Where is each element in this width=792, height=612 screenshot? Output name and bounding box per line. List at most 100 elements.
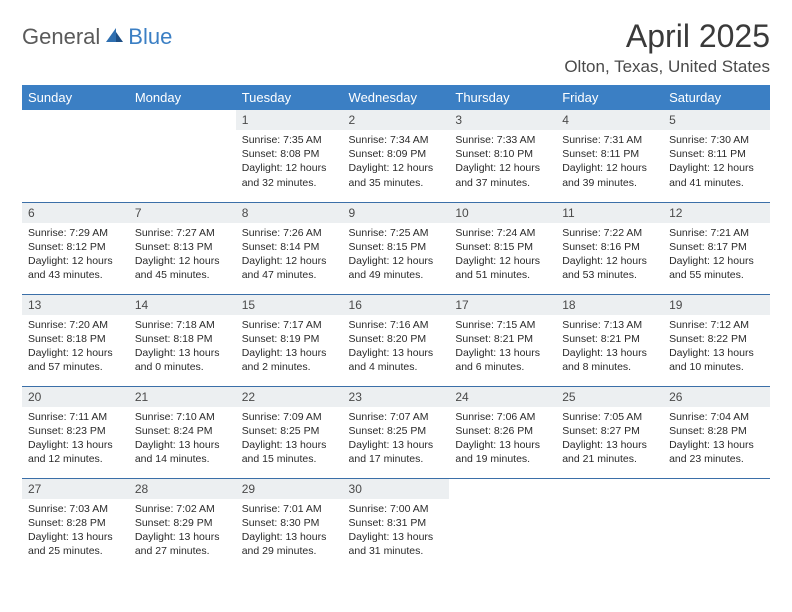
weekday-header-row: SundayMondayTuesdayWednesdayThursdayFrid… [22, 85, 770, 110]
calendar-cell: 26Sunrise: 7:04 AMSunset: 8:28 PMDayligh… [663, 386, 770, 478]
weekday-header: Saturday [663, 85, 770, 110]
weekday-header: Monday [129, 85, 236, 110]
weekday-header: Wednesday [343, 85, 450, 110]
calendar-cell: 9Sunrise: 7:25 AMSunset: 8:15 PMDaylight… [343, 202, 450, 294]
calendar-cell: 17Sunrise: 7:15 AMSunset: 8:21 PMDayligh… [449, 294, 556, 386]
day-content: Sunrise: 7:29 AMSunset: 8:12 PMDaylight:… [22, 223, 129, 287]
day-number: 11 [556, 203, 663, 223]
day-content: Sunrise: 7:34 AMSunset: 8:09 PMDaylight:… [343, 130, 450, 194]
day-number: 1 [236, 110, 343, 130]
day-content: Sunrise: 7:33 AMSunset: 8:10 PMDaylight:… [449, 130, 556, 194]
weekday-header: Friday [556, 85, 663, 110]
day-number: 26 [663, 387, 770, 407]
logo-text-a: General [22, 24, 100, 50]
day-number: 4 [556, 110, 663, 130]
day-number: 17 [449, 295, 556, 315]
day-content: Sunrise: 7:24 AMSunset: 8:15 PMDaylight:… [449, 223, 556, 287]
logo-text-b: Blue [128, 24, 172, 50]
calendar-row: 13Sunrise: 7:20 AMSunset: 8:18 PMDayligh… [22, 294, 770, 386]
day-number: 6 [22, 203, 129, 223]
day-content: Sunrise: 7:27 AMSunset: 8:13 PMDaylight:… [129, 223, 236, 287]
calendar-cell [22, 110, 129, 202]
day-number: 28 [129, 479, 236, 499]
calendar-cell: 10Sunrise: 7:24 AMSunset: 8:15 PMDayligh… [449, 202, 556, 294]
day-content: Sunrise: 7:06 AMSunset: 8:26 PMDaylight:… [449, 407, 556, 471]
calendar-cell: 4Sunrise: 7:31 AMSunset: 8:11 PMDaylight… [556, 110, 663, 202]
day-number: 18 [556, 295, 663, 315]
day-number: 16 [343, 295, 450, 315]
calendar-cell: 23Sunrise: 7:07 AMSunset: 8:25 PMDayligh… [343, 386, 450, 478]
calendar-cell [663, 478, 770, 570]
calendar-cell: 11Sunrise: 7:22 AMSunset: 8:16 PMDayligh… [556, 202, 663, 294]
header: General Blue April 2025 Olton, Texas, Un… [22, 18, 770, 77]
day-number: 13 [22, 295, 129, 315]
calendar-body: 1Sunrise: 7:35 AMSunset: 8:08 PMDaylight… [22, 110, 770, 570]
day-number: 21 [129, 387, 236, 407]
calendar-table: SundayMondayTuesdayWednesdayThursdayFrid… [22, 85, 770, 570]
calendar-cell: 6Sunrise: 7:29 AMSunset: 8:12 PMDaylight… [22, 202, 129, 294]
calendar-cell: 14Sunrise: 7:18 AMSunset: 8:18 PMDayligh… [129, 294, 236, 386]
calendar-cell: 15Sunrise: 7:17 AMSunset: 8:19 PMDayligh… [236, 294, 343, 386]
day-content: Sunrise: 7:26 AMSunset: 8:14 PMDaylight:… [236, 223, 343, 287]
calendar-cell: 29Sunrise: 7:01 AMSunset: 8:30 PMDayligh… [236, 478, 343, 570]
day-number: 23 [343, 387, 450, 407]
calendar-cell: 3Sunrise: 7:33 AMSunset: 8:10 PMDaylight… [449, 110, 556, 202]
logo: General Blue [22, 18, 172, 50]
calendar-cell: 18Sunrise: 7:13 AMSunset: 8:21 PMDayligh… [556, 294, 663, 386]
day-number: 24 [449, 387, 556, 407]
calendar-row: 20Sunrise: 7:11 AMSunset: 8:23 PMDayligh… [22, 386, 770, 478]
calendar-cell: 16Sunrise: 7:16 AMSunset: 8:20 PMDayligh… [343, 294, 450, 386]
day-number: 9 [343, 203, 450, 223]
weekday-header: Tuesday [236, 85, 343, 110]
day-number: 25 [556, 387, 663, 407]
calendar-cell [129, 110, 236, 202]
calendar-cell: 1Sunrise: 7:35 AMSunset: 8:08 PMDaylight… [236, 110, 343, 202]
day-content: Sunrise: 7:11 AMSunset: 8:23 PMDaylight:… [22, 407, 129, 471]
weekday-header: Thursday [449, 85, 556, 110]
day-number: 29 [236, 479, 343, 499]
day-content: Sunrise: 7:30 AMSunset: 8:11 PMDaylight:… [663, 130, 770, 194]
day-content: Sunrise: 7:22 AMSunset: 8:16 PMDaylight:… [556, 223, 663, 287]
day-content: Sunrise: 7:04 AMSunset: 8:28 PMDaylight:… [663, 407, 770, 471]
calendar-cell: 13Sunrise: 7:20 AMSunset: 8:18 PMDayligh… [22, 294, 129, 386]
day-content: Sunrise: 7:00 AMSunset: 8:31 PMDaylight:… [343, 499, 450, 563]
calendar-cell: 7Sunrise: 7:27 AMSunset: 8:13 PMDaylight… [129, 202, 236, 294]
calendar-cell: 25Sunrise: 7:05 AMSunset: 8:27 PMDayligh… [556, 386, 663, 478]
day-content: Sunrise: 7:21 AMSunset: 8:17 PMDaylight:… [663, 223, 770, 287]
day-content: Sunrise: 7:03 AMSunset: 8:28 PMDaylight:… [22, 499, 129, 563]
calendar-cell: 19Sunrise: 7:12 AMSunset: 8:22 PMDayligh… [663, 294, 770, 386]
day-number: 19 [663, 295, 770, 315]
weekday-header: Sunday [22, 85, 129, 110]
day-number: 10 [449, 203, 556, 223]
calendar-cell: 30Sunrise: 7:00 AMSunset: 8:31 PMDayligh… [343, 478, 450, 570]
day-content: Sunrise: 7:07 AMSunset: 8:25 PMDaylight:… [343, 407, 450, 471]
calendar-cell: 28Sunrise: 7:02 AMSunset: 8:29 PMDayligh… [129, 478, 236, 570]
calendar-cell [556, 478, 663, 570]
day-number: 3 [449, 110, 556, 130]
day-number: 22 [236, 387, 343, 407]
day-number: 8 [236, 203, 343, 223]
page-title: April 2025 [564, 18, 770, 55]
calendar-cell: 8Sunrise: 7:26 AMSunset: 8:14 PMDaylight… [236, 202, 343, 294]
day-content: Sunrise: 7:18 AMSunset: 8:18 PMDaylight:… [129, 315, 236, 379]
calendar-cell: 5Sunrise: 7:30 AMSunset: 8:11 PMDaylight… [663, 110, 770, 202]
calendar-row: 1Sunrise: 7:35 AMSunset: 8:08 PMDaylight… [22, 110, 770, 202]
day-number: 20 [22, 387, 129, 407]
day-number: 5 [663, 110, 770, 130]
day-number: 12 [663, 203, 770, 223]
calendar-cell: 27Sunrise: 7:03 AMSunset: 8:28 PMDayligh… [22, 478, 129, 570]
day-content: Sunrise: 7:02 AMSunset: 8:29 PMDaylight:… [129, 499, 236, 563]
day-number: 27 [22, 479, 129, 499]
day-number: 7 [129, 203, 236, 223]
day-number: 15 [236, 295, 343, 315]
day-content: Sunrise: 7:09 AMSunset: 8:25 PMDaylight:… [236, 407, 343, 471]
day-content: Sunrise: 7:12 AMSunset: 8:22 PMDaylight:… [663, 315, 770, 379]
logo-sail-icon [104, 26, 124, 49]
calendar-cell: 2Sunrise: 7:34 AMSunset: 8:09 PMDaylight… [343, 110, 450, 202]
day-number: 2 [343, 110, 450, 130]
calendar-cell [449, 478, 556, 570]
day-content: Sunrise: 7:25 AMSunset: 8:15 PMDaylight:… [343, 223, 450, 287]
calendar-cell: 24Sunrise: 7:06 AMSunset: 8:26 PMDayligh… [449, 386, 556, 478]
title-block: April 2025 Olton, Texas, United States [564, 18, 770, 77]
calendar-cell: 20Sunrise: 7:11 AMSunset: 8:23 PMDayligh… [22, 386, 129, 478]
